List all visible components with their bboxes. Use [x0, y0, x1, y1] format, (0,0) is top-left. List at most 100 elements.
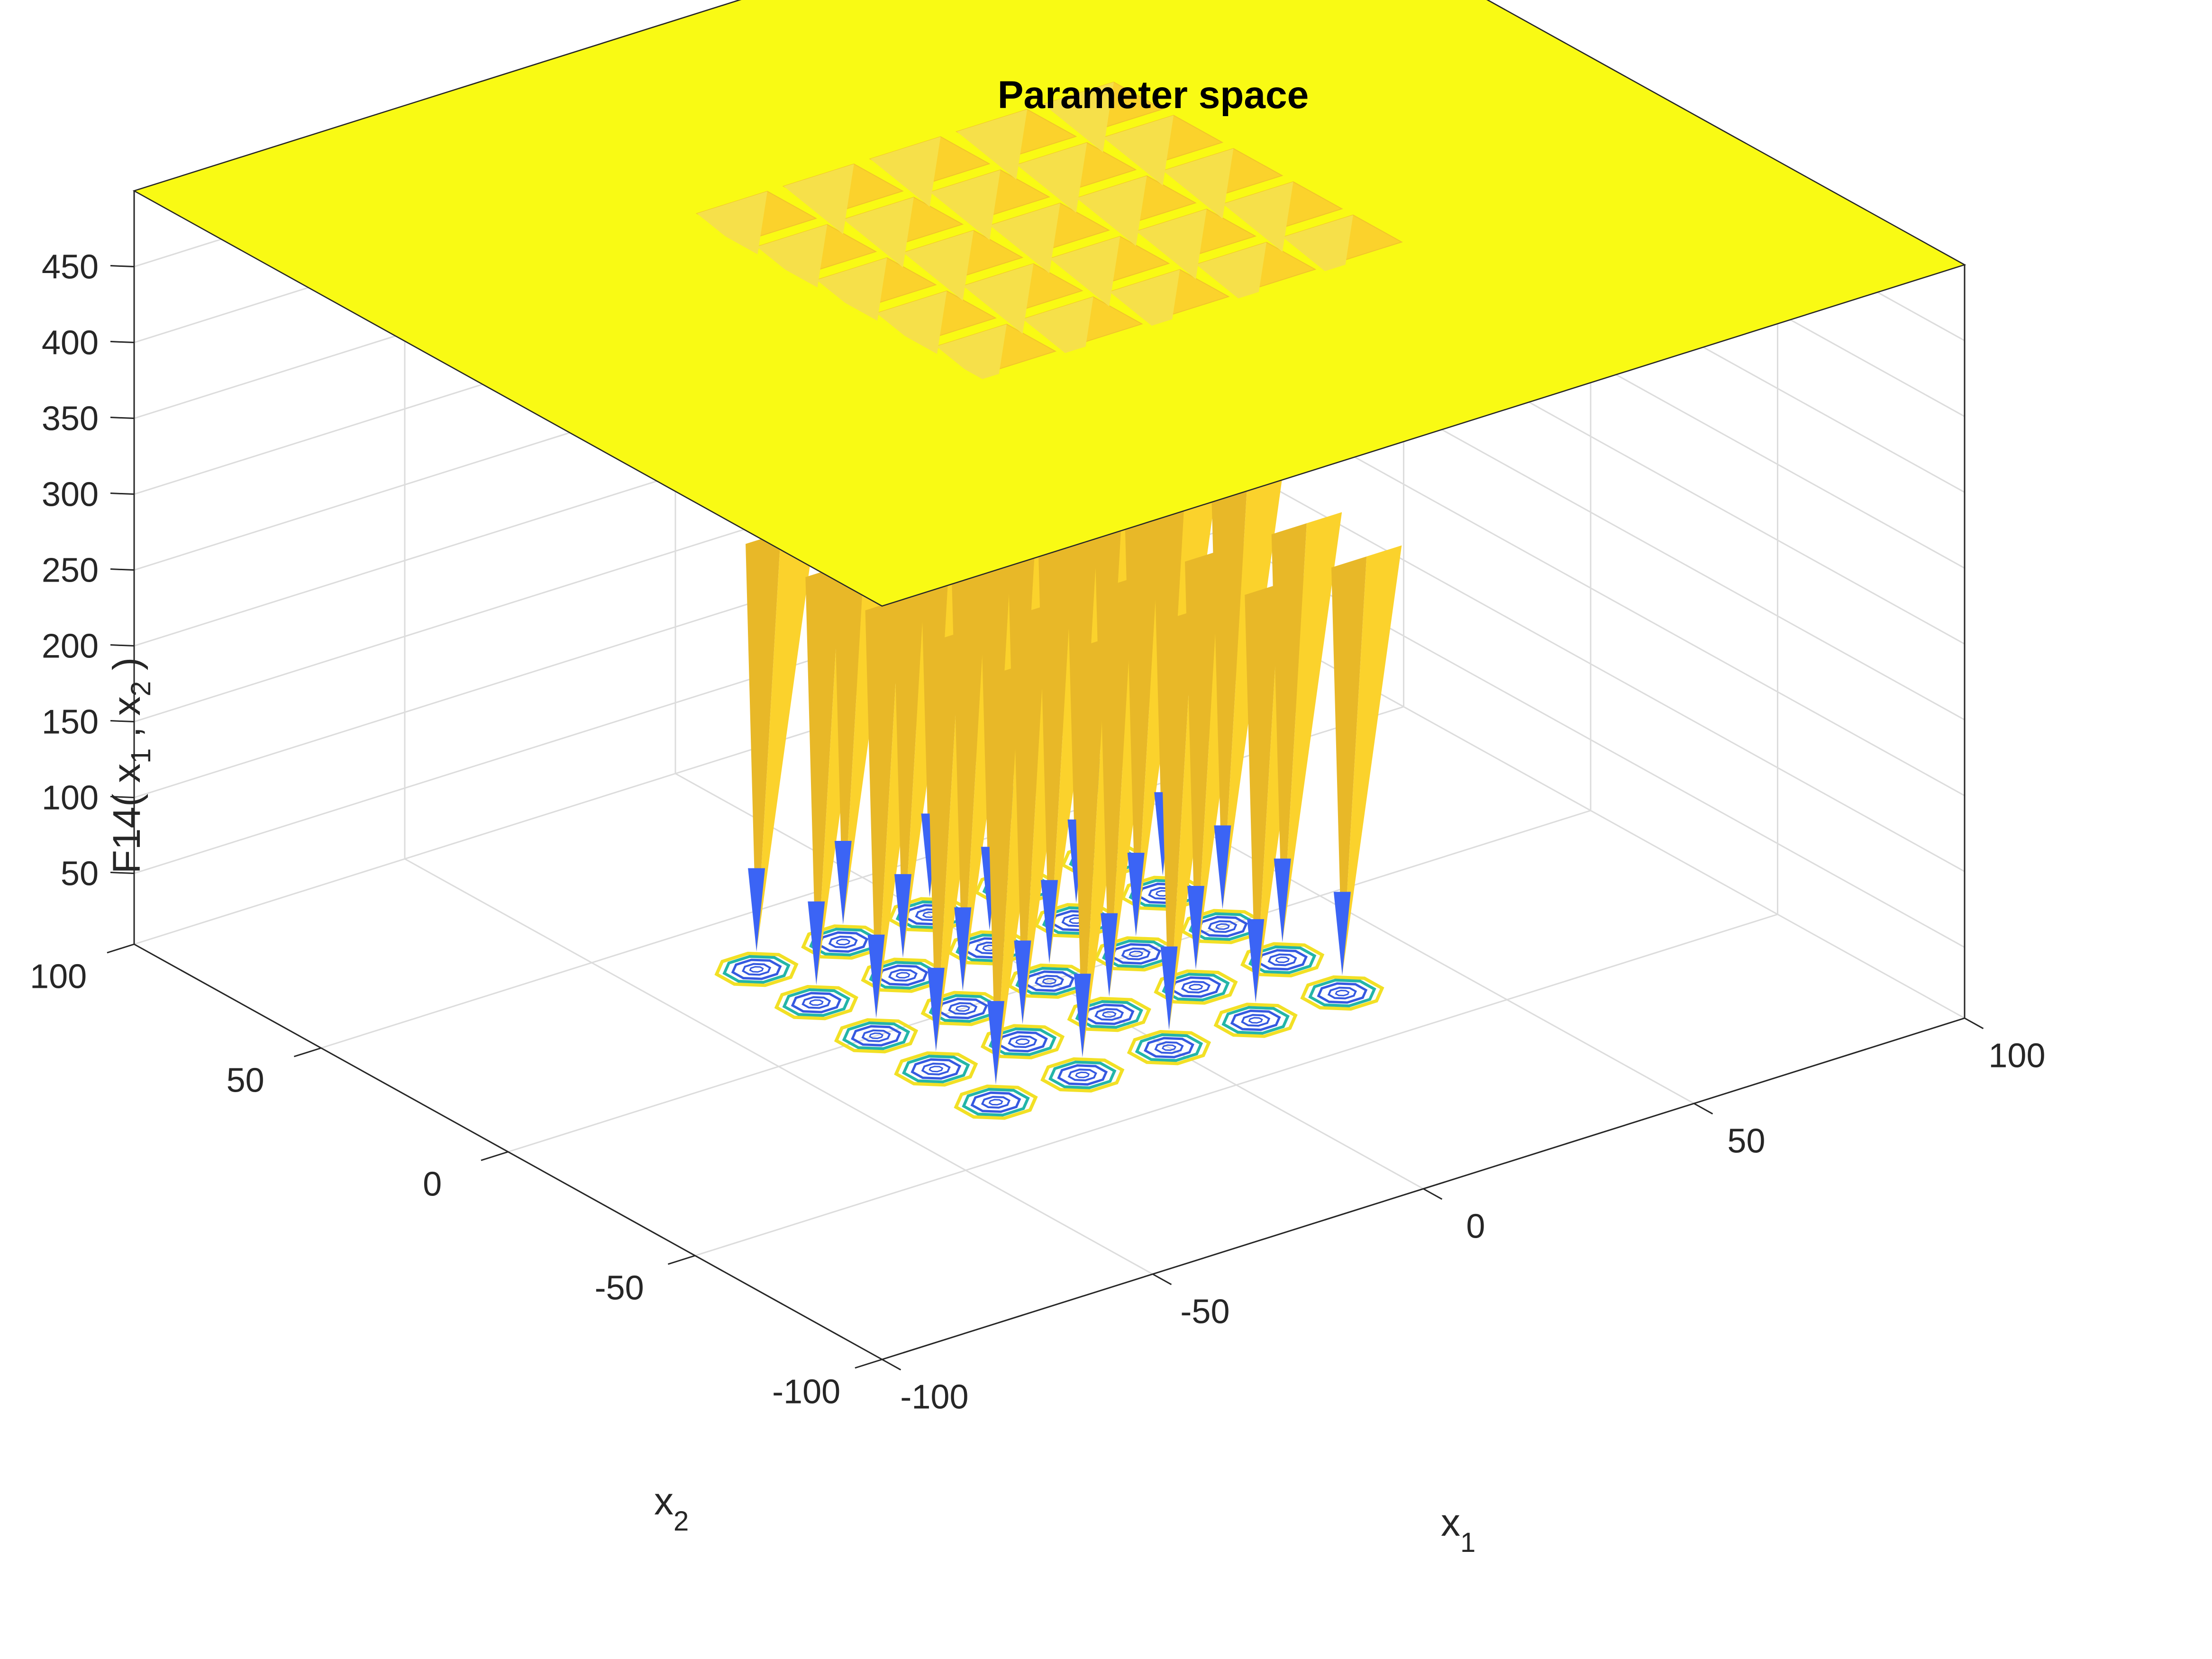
contour-marker [714, 951, 799, 987]
contour-ring [1121, 947, 1151, 960]
well-opening-shade [903, 230, 974, 301]
well-face-left [746, 533, 781, 952]
contour-ring [1040, 1057, 1125, 1093]
well-spike [746, 521, 816, 952]
contour-ring [801, 996, 831, 1009]
z-tick-mark [110, 720, 135, 723]
well-opening-shade [1223, 182, 1293, 252]
z-tick-mark [110, 872, 135, 875]
contour-ring [1127, 1030, 1211, 1066]
x1-tick-mark [1152, 1273, 1172, 1285]
well-opening-shade [1136, 209, 1207, 279]
x2-tick-mark [855, 1358, 883, 1369]
contour-ring [962, 1088, 1030, 1117]
contour-ring [954, 1085, 1038, 1120]
contour-ring [1161, 1044, 1177, 1051]
well-opening-shade [817, 257, 887, 328]
floor-grid-x2 [695, 913, 1778, 1257]
contour-ring [1275, 956, 1290, 963]
x2-tick-label: -50 [595, 1269, 644, 1307]
contour-marker [1067, 996, 1151, 1032]
x2-tick-mark [107, 943, 135, 954]
contour-ring [895, 972, 910, 979]
well-face-left [1245, 583, 1280, 1003]
z-tick-label: 250 [42, 552, 99, 590]
contour-ring [818, 931, 869, 953]
x2-tick-label: 100 [30, 957, 87, 995]
well-tip [894, 874, 911, 958]
well-tip [954, 907, 972, 991]
well-tip [1333, 892, 1351, 975]
well-opening-shade [956, 109, 1028, 180]
x1-tick-mark [1423, 1188, 1443, 1200]
contour-ring [1042, 978, 1057, 984]
well-face-left [1038, 545, 1074, 964]
well-opening-shade [870, 137, 941, 207]
well-opening-shade [1017, 143, 1087, 213]
plateau-outline [132, 0, 1966, 607]
well-face-left [1331, 556, 1367, 975]
contour-ring [1327, 986, 1357, 1000]
z-tick-label: 150 [42, 703, 99, 741]
floor-grid-x2 [508, 810, 1591, 1153]
well-tip [927, 967, 945, 1051]
well-tip [1101, 913, 1118, 997]
plateau-dimples [696, 82, 1403, 394]
well-tip [834, 841, 852, 924]
contour-ring [894, 1051, 978, 1087]
z-tick-label: 100 [42, 779, 99, 817]
well-face-left [1211, 490, 1247, 909]
contour-ring [809, 999, 824, 1006]
well-face-left [805, 566, 841, 985]
well-face-left [985, 665, 1020, 1085]
contour-ring [997, 1031, 1048, 1053]
well-tip [1074, 974, 1091, 1057]
contour-ring [1230, 1009, 1281, 1031]
contour-ring [714, 951, 799, 987]
contour-ring [1024, 970, 1075, 992]
contour-marker [954, 1085, 1038, 1120]
well-opening-shade [1076, 176, 1147, 246]
surface-layer [132, 0, 1966, 1085]
contour-marker [1300, 975, 1384, 1011]
contour-ring [851, 1025, 902, 1047]
well-tip [867, 934, 885, 1018]
contour-ring [1067, 996, 1151, 1032]
well-opening-shade [930, 170, 1001, 240]
contour-ring [1208, 920, 1238, 933]
x1-tick-mark [1964, 1017, 1984, 1030]
contour-ring [1257, 949, 1308, 971]
contour-ring [1241, 1014, 1271, 1027]
plateau-left-strip [134, 88, 1207, 606]
well-opening-shade [756, 224, 828, 295]
well-tip [1014, 940, 1031, 1024]
contour-marker [1040, 1057, 1125, 1093]
z-tick-mark [110, 492, 135, 495]
z-tick-mark [110, 417, 135, 419]
x2-tick-label: 0 [423, 1165, 442, 1203]
contour-ring [921, 1062, 951, 1076]
well-face-left [865, 599, 901, 1018]
z-tick-mark [110, 644, 135, 647]
well-opening-shade [1103, 115, 1174, 186]
x2-tick-mark [481, 1151, 509, 1161]
well-face-left [1098, 578, 1134, 997]
x1-axis-label: x1 [1441, 1501, 1475, 1558]
contour-ring [1240, 942, 1325, 978]
well-opening-shade [963, 264, 1034, 334]
contour-ring [1162, 973, 1230, 1002]
well-face-left [952, 572, 987, 991]
contour-ring [988, 1027, 1057, 1056]
well-opening-shade [936, 324, 1007, 394]
contour-ring [1215, 923, 1230, 930]
well-opening-shade [1023, 297, 1093, 367]
x2-tick-label: 50 [227, 1061, 264, 1099]
well-tip [808, 901, 825, 985]
contour-ring [1101, 1011, 1117, 1018]
contour-ring [1317, 982, 1368, 1004]
contour-ring [955, 1005, 970, 1012]
contour-ring [869, 1032, 884, 1039]
z-tick-label: 350 [42, 400, 99, 438]
well-spike [1331, 545, 1402, 975]
contour-ring [1300, 975, 1384, 1011]
